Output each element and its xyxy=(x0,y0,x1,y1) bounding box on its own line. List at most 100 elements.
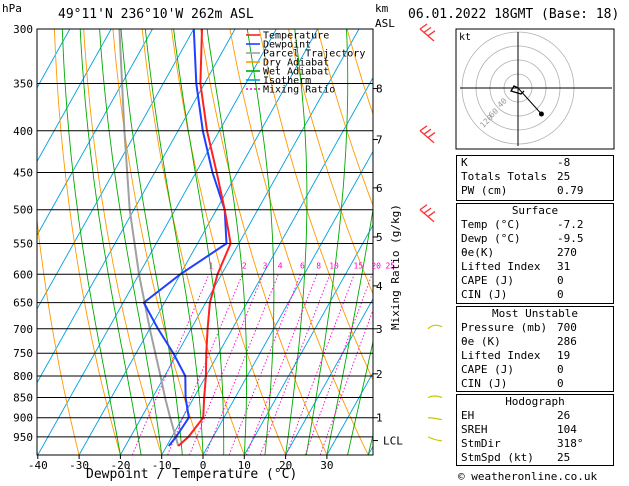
table-row: Lifted Index 31 xyxy=(457,260,613,274)
storm-motion-vector xyxy=(517,87,542,115)
row-value: 19 xyxy=(557,349,571,362)
surface-table: Surface Temp (°C) -7.2 Dewp (°C) -9.5 θe(K) 2… xyxy=(456,203,614,304)
row-value: 25 xyxy=(557,451,571,464)
pressure-tick-label: 550 xyxy=(13,237,33,250)
dry-adiabat-line xyxy=(288,29,373,295)
row-value: -9.5 xyxy=(557,232,584,245)
wind-barb-flag xyxy=(423,26,432,33)
wind-barb xyxy=(427,324,443,330)
wet-adiabat-line xyxy=(326,206,373,455)
wind-barb xyxy=(419,209,435,223)
row-label: StmDir xyxy=(461,437,501,450)
mixing-ratio-label: 25 xyxy=(385,261,395,270)
row-value: -8 xyxy=(557,156,571,169)
mixing-ratio-line xyxy=(188,274,264,455)
isotherm-line xyxy=(37,29,236,384)
wind-barb-flag xyxy=(419,23,428,30)
row-label: Lifted Index xyxy=(461,260,541,273)
wind-barb xyxy=(419,130,435,144)
temperature-tick-label: 0 xyxy=(200,459,207,472)
row-value: 0 xyxy=(557,288,564,301)
dry-adiabat-line xyxy=(37,216,80,455)
isotherm-lines xyxy=(37,29,373,455)
parcel-trajectory-series xyxy=(118,29,180,447)
isotherm-line xyxy=(243,224,373,455)
mixing-ratio-line xyxy=(228,274,302,455)
row-label: Pressure (mb) xyxy=(461,321,548,334)
table-row: CAPE (J) 0 xyxy=(457,363,613,377)
row-value: 270 xyxy=(557,246,577,259)
km-tick-label: 3 xyxy=(376,323,383,336)
legend-label: Parcel Trajectory xyxy=(263,49,365,60)
wet-adiabat-line xyxy=(347,339,373,455)
hodograph-stats-rows: EH 26 SREH 104 StmDir 318° StmSpd (kt) 25 xyxy=(457,409,613,465)
km-tick-label: 6 xyxy=(376,182,383,195)
km-unit-label: km xyxy=(375,2,389,15)
hodograph-stats-title: Hodograph xyxy=(505,395,565,408)
most-unstable-title: Most Unstable xyxy=(491,307,579,320)
row-label: StmSpd (kt) xyxy=(461,451,534,464)
wind-barb-flag xyxy=(419,125,428,132)
table-row: K -8 xyxy=(457,156,613,170)
row-label: θe(K) xyxy=(461,246,495,259)
table-row: CAPE (J) 0 xyxy=(457,274,613,288)
row-value: 286 xyxy=(557,335,577,348)
wind-barbs xyxy=(419,23,443,442)
most-unstable-table: Most Unstable Pressure (mb) 700 θe (K) 286 L… xyxy=(456,306,614,392)
asl-unit-label: ASL xyxy=(375,17,395,30)
mixing-ratio-label: 8 xyxy=(316,261,321,270)
row-label: EH xyxy=(461,409,475,422)
pressure-tick-label: 300 xyxy=(13,23,33,36)
indices-rows: K -8 Totals Totals 25 PW (cm) 0.79 xyxy=(457,156,613,198)
hpa-unit-label: hPa xyxy=(2,2,22,15)
temperature-tick-label: -20 xyxy=(110,459,130,472)
pressure-tick-label: 750 xyxy=(13,347,33,360)
km-tick-label: 8 xyxy=(376,83,383,96)
km-tick-label: 7 xyxy=(376,134,383,147)
hodograph-unit-label: kt xyxy=(459,32,471,43)
row-label: Totals Totals xyxy=(461,170,548,183)
mixing-ratio-label: 20 xyxy=(371,261,381,270)
pressure-tick-labels: 300 350 400 450 500 550 600 650 700 750 800 850 900 9… xyxy=(13,23,33,444)
legend-label: Dewpoint xyxy=(263,40,311,51)
row-value: 26 xyxy=(557,409,571,422)
table-row: Totals Totals 25 xyxy=(457,170,613,184)
table-row: SREH 104 xyxy=(457,423,613,437)
km-tick-label: 4 xyxy=(376,280,383,293)
isotherm-line xyxy=(120,29,360,455)
isotherm-line xyxy=(37,29,153,237)
temperature-tick-labels: -40 -30 -20 -10 0 10 20 30 xyxy=(28,455,334,472)
mixing-ratio-label: 10 xyxy=(329,261,339,270)
table-row: θe (K) 286 xyxy=(457,335,613,349)
row-value: 700 xyxy=(557,321,577,334)
row-value: 0 xyxy=(557,274,564,287)
table-row: Temp (°C) -7.2 xyxy=(457,218,613,232)
row-label: CIN (J) xyxy=(461,377,508,390)
row-label: SREH xyxy=(461,423,488,436)
row-value: 0.79 xyxy=(557,184,584,197)
mixing-ratio-label: 15 xyxy=(354,261,364,270)
row-label: CIN (J) xyxy=(461,288,508,301)
row-label: K xyxy=(461,156,468,169)
legend-label: Isotherm xyxy=(263,76,311,87)
most-unstable-rows: Pressure (mb) 700 θe (K) 286 Lifted Index 19 C… xyxy=(457,321,613,391)
mixing-ratio-line xyxy=(304,274,373,455)
table-row: PW (cm) 0.79 xyxy=(457,184,613,198)
dry-adiabat-line xyxy=(317,29,373,207)
table-row: CIN (J) 0 xyxy=(457,288,613,302)
wind-barb-flag xyxy=(427,132,436,139)
pressure-tick-label: 350 xyxy=(13,78,33,91)
wind-barb-flag xyxy=(419,204,428,211)
wind-barb-flag xyxy=(423,207,432,214)
km-tick-label: 2 xyxy=(376,368,383,381)
row-value: 318° xyxy=(557,437,584,450)
storm-motion-marker xyxy=(538,111,544,117)
header: hPa 49°11'N 236°10'W 262m ASL km ASL 06.… xyxy=(2,2,619,30)
indices-table: K -8 Totals Totals 25 PW (cm) 0.79 xyxy=(456,155,614,201)
temperature-tick-label: 30 xyxy=(320,459,333,472)
isotherm-line xyxy=(37,29,277,455)
isotherm-line xyxy=(161,76,373,455)
row-label: CAPE (J) xyxy=(461,363,514,376)
